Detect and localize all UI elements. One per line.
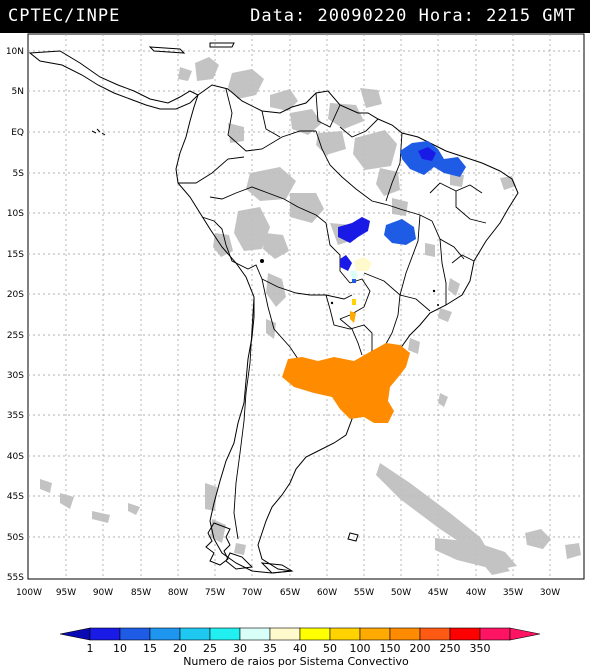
lat-label: 15S xyxy=(7,250,24,260)
color-legend: 1 10 15 20 25 30 35 40 50 100 150 200 250 350 Numero … xyxy=(59,627,541,668)
system-blue-small xyxy=(340,255,352,271)
lon-label: 50W xyxy=(391,588,411,598)
convective-systems xyxy=(282,141,466,423)
system-cream xyxy=(354,257,372,271)
lon-label: 30W xyxy=(540,588,560,598)
legend-swatch xyxy=(329,627,361,641)
lat-label: 5S xyxy=(13,169,25,179)
date-label: Data: xyxy=(250,6,307,26)
legend-value: 40 xyxy=(293,642,307,655)
legend-swatch xyxy=(299,627,331,641)
lat-label: 35S xyxy=(7,411,24,421)
legend-value: 200 xyxy=(410,642,431,655)
hour-label: Hora: xyxy=(418,6,475,26)
lat-label: 25S xyxy=(7,331,24,341)
system-blue-east xyxy=(384,219,416,245)
lon-label: 95W xyxy=(56,588,76,598)
legend-swatch xyxy=(179,627,211,641)
hour-value: 2215 GMT xyxy=(486,6,576,26)
legend-swatch xyxy=(449,627,481,641)
grid-lines xyxy=(28,34,584,579)
lightning-map: 10N 5N EQ 5S 10S 15S 20S 25S 30S 35S 40S… xyxy=(6,33,585,598)
legend-swatch xyxy=(419,627,451,641)
lon-label: 85W xyxy=(131,588,151,598)
legend-value: 10 xyxy=(113,642,127,655)
legend-value: 20 xyxy=(173,642,187,655)
legend-value: 150 xyxy=(380,642,401,655)
system-orange-south xyxy=(282,343,410,423)
system-blue-tiny xyxy=(352,279,356,283)
lon-label: 70W xyxy=(242,588,262,598)
lat-label: 10N xyxy=(6,47,24,57)
legend-swatch xyxy=(269,627,301,641)
lon-label: 90W xyxy=(93,588,113,598)
legend-value: 50 xyxy=(323,642,337,655)
caribbean-islands xyxy=(91,42,235,136)
lon-label: 45W xyxy=(428,588,448,598)
lat-label: 40S xyxy=(7,452,24,462)
lat-label: 50S xyxy=(7,533,24,543)
legend-value: 25 xyxy=(203,642,217,655)
date-value: 20090220 xyxy=(317,6,408,26)
cloud-cover xyxy=(40,57,581,575)
lon-label: 55W xyxy=(354,588,374,598)
legend-title: Numero de raios por Sistema Convectivo xyxy=(183,655,409,668)
system-yellow xyxy=(352,299,356,305)
legend-value: 35 xyxy=(263,642,277,655)
lon-label: 80W xyxy=(168,588,188,598)
legend-value: 30 xyxy=(233,642,247,655)
lat-label: 20S xyxy=(7,290,24,300)
lat-label: 30S xyxy=(7,371,24,381)
map-header: CPTEC/INPE Data: 20090220 Hora: 2215 GMT xyxy=(0,0,590,33)
legend-swatch xyxy=(479,627,511,641)
legend-arrow-right xyxy=(509,627,541,641)
legend-value: 15 xyxy=(143,642,157,655)
lon-label: 75W xyxy=(205,588,225,598)
legend-value: 1 xyxy=(87,642,94,655)
lon-label: 60W xyxy=(317,588,337,598)
southern-islands xyxy=(205,522,359,574)
legend-value: 100 xyxy=(350,642,371,655)
legend-value: 250 xyxy=(440,642,461,655)
latitude-labels: 10N 5N EQ 5S 10S 15S 20S 25S 30S 35S 40S… xyxy=(6,47,24,583)
country-borders xyxy=(178,88,487,540)
organization-label: CPTEC/INPE xyxy=(8,6,121,26)
timestamp: Data: 20090220 Hora: 2215 GMT xyxy=(250,6,576,26)
longitude-labels: 100W 95W 90W 85W 80W 75W 70W 65W 60W 55W… xyxy=(16,588,560,598)
lat-label: 45S xyxy=(7,492,24,502)
legend-value: 350 xyxy=(470,642,491,655)
south-america-coastline xyxy=(175,84,519,574)
legend-swatch xyxy=(119,627,151,641)
lake-markers xyxy=(260,259,439,306)
legend-boxes xyxy=(89,627,511,641)
legend-swatch xyxy=(149,627,181,641)
central-america-coastline xyxy=(28,50,199,110)
lon-label: 100W xyxy=(16,588,42,598)
lon-label: 40W xyxy=(466,588,486,598)
legend-values: 1 10 15 20 25 30 35 40 50 100 150 200 250 350 xyxy=(87,642,491,655)
lon-label: 65W xyxy=(280,588,300,598)
legend-swatch xyxy=(209,627,241,641)
legend-swatch xyxy=(359,627,391,641)
legend-swatch xyxy=(89,627,121,641)
system-blue-dark-north xyxy=(418,147,436,161)
lat-label: 10S xyxy=(7,209,24,219)
lon-label: 35W xyxy=(503,588,523,598)
legend-swatch xyxy=(239,627,271,641)
legend-arrow-left xyxy=(59,627,91,641)
lat-label: EQ xyxy=(11,128,24,138)
legend-swatch xyxy=(389,627,421,641)
system-orange-small xyxy=(350,311,356,323)
system-blue-west xyxy=(338,217,370,243)
system-cyan xyxy=(350,271,358,279)
lat-label: 55S xyxy=(7,573,24,583)
lat-label: 5N xyxy=(12,87,24,97)
